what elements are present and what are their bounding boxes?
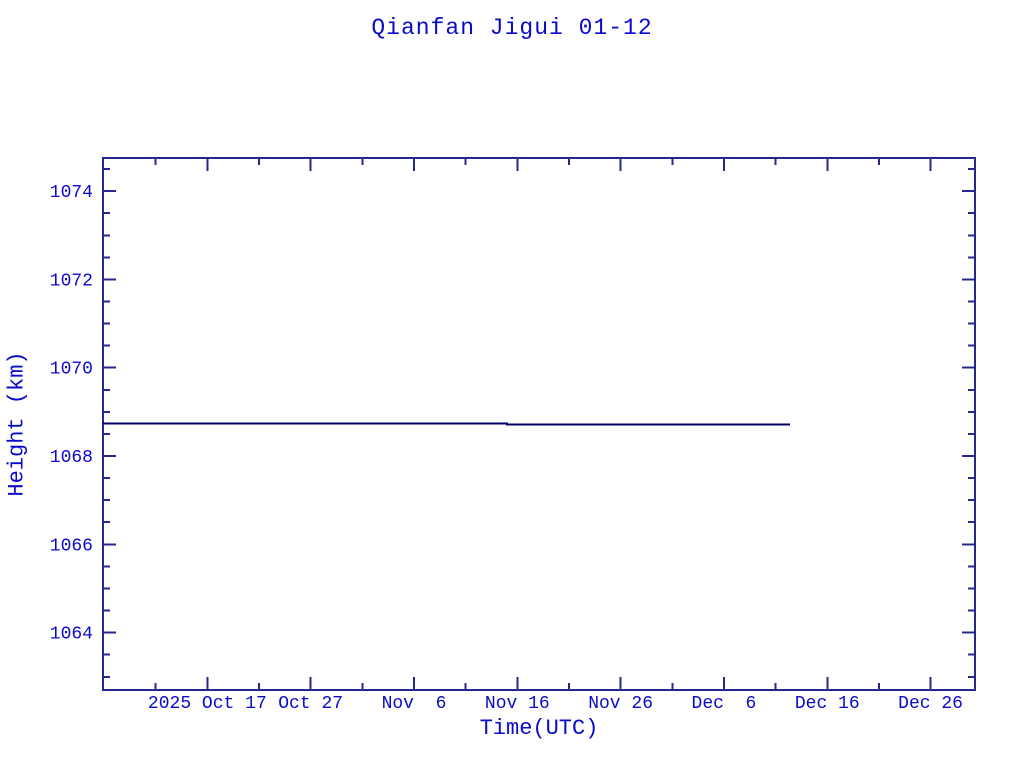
- height-series-line: [103, 422, 791, 426]
- y-tick-label: 1074: [50, 183, 93, 203]
- x-tick-label: Dec 26: [898, 694, 963, 714]
- x-tick-label: Dec 6: [692, 694, 757, 714]
- x-tick-label: Nov 6: [382, 694, 447, 714]
- y-tick-label: 1064: [50, 625, 93, 645]
- x-tick-label: 2025 Oct 17: [148, 694, 267, 714]
- y-tick-label: 1070: [50, 360, 93, 380]
- x-tick-label: Oct 27: [278, 694, 343, 714]
- x-axis-title: Time(UTC): [479, 716, 599, 741]
- chart-title: Qianfan Jigui 01-12: [371, 15, 653, 41]
- x-tick-label: Dec 16: [795, 694, 860, 714]
- x-tick-label: Nov 16: [485, 694, 550, 714]
- y-tick-label: 1068: [50, 448, 93, 468]
- y-axis-title: Height (km): [4, 351, 30, 497]
- y-tick-label: 1066: [50, 536, 93, 556]
- y-tick-label: 1072: [50, 271, 93, 291]
- x-tick-label: Nov 26: [588, 694, 653, 714]
